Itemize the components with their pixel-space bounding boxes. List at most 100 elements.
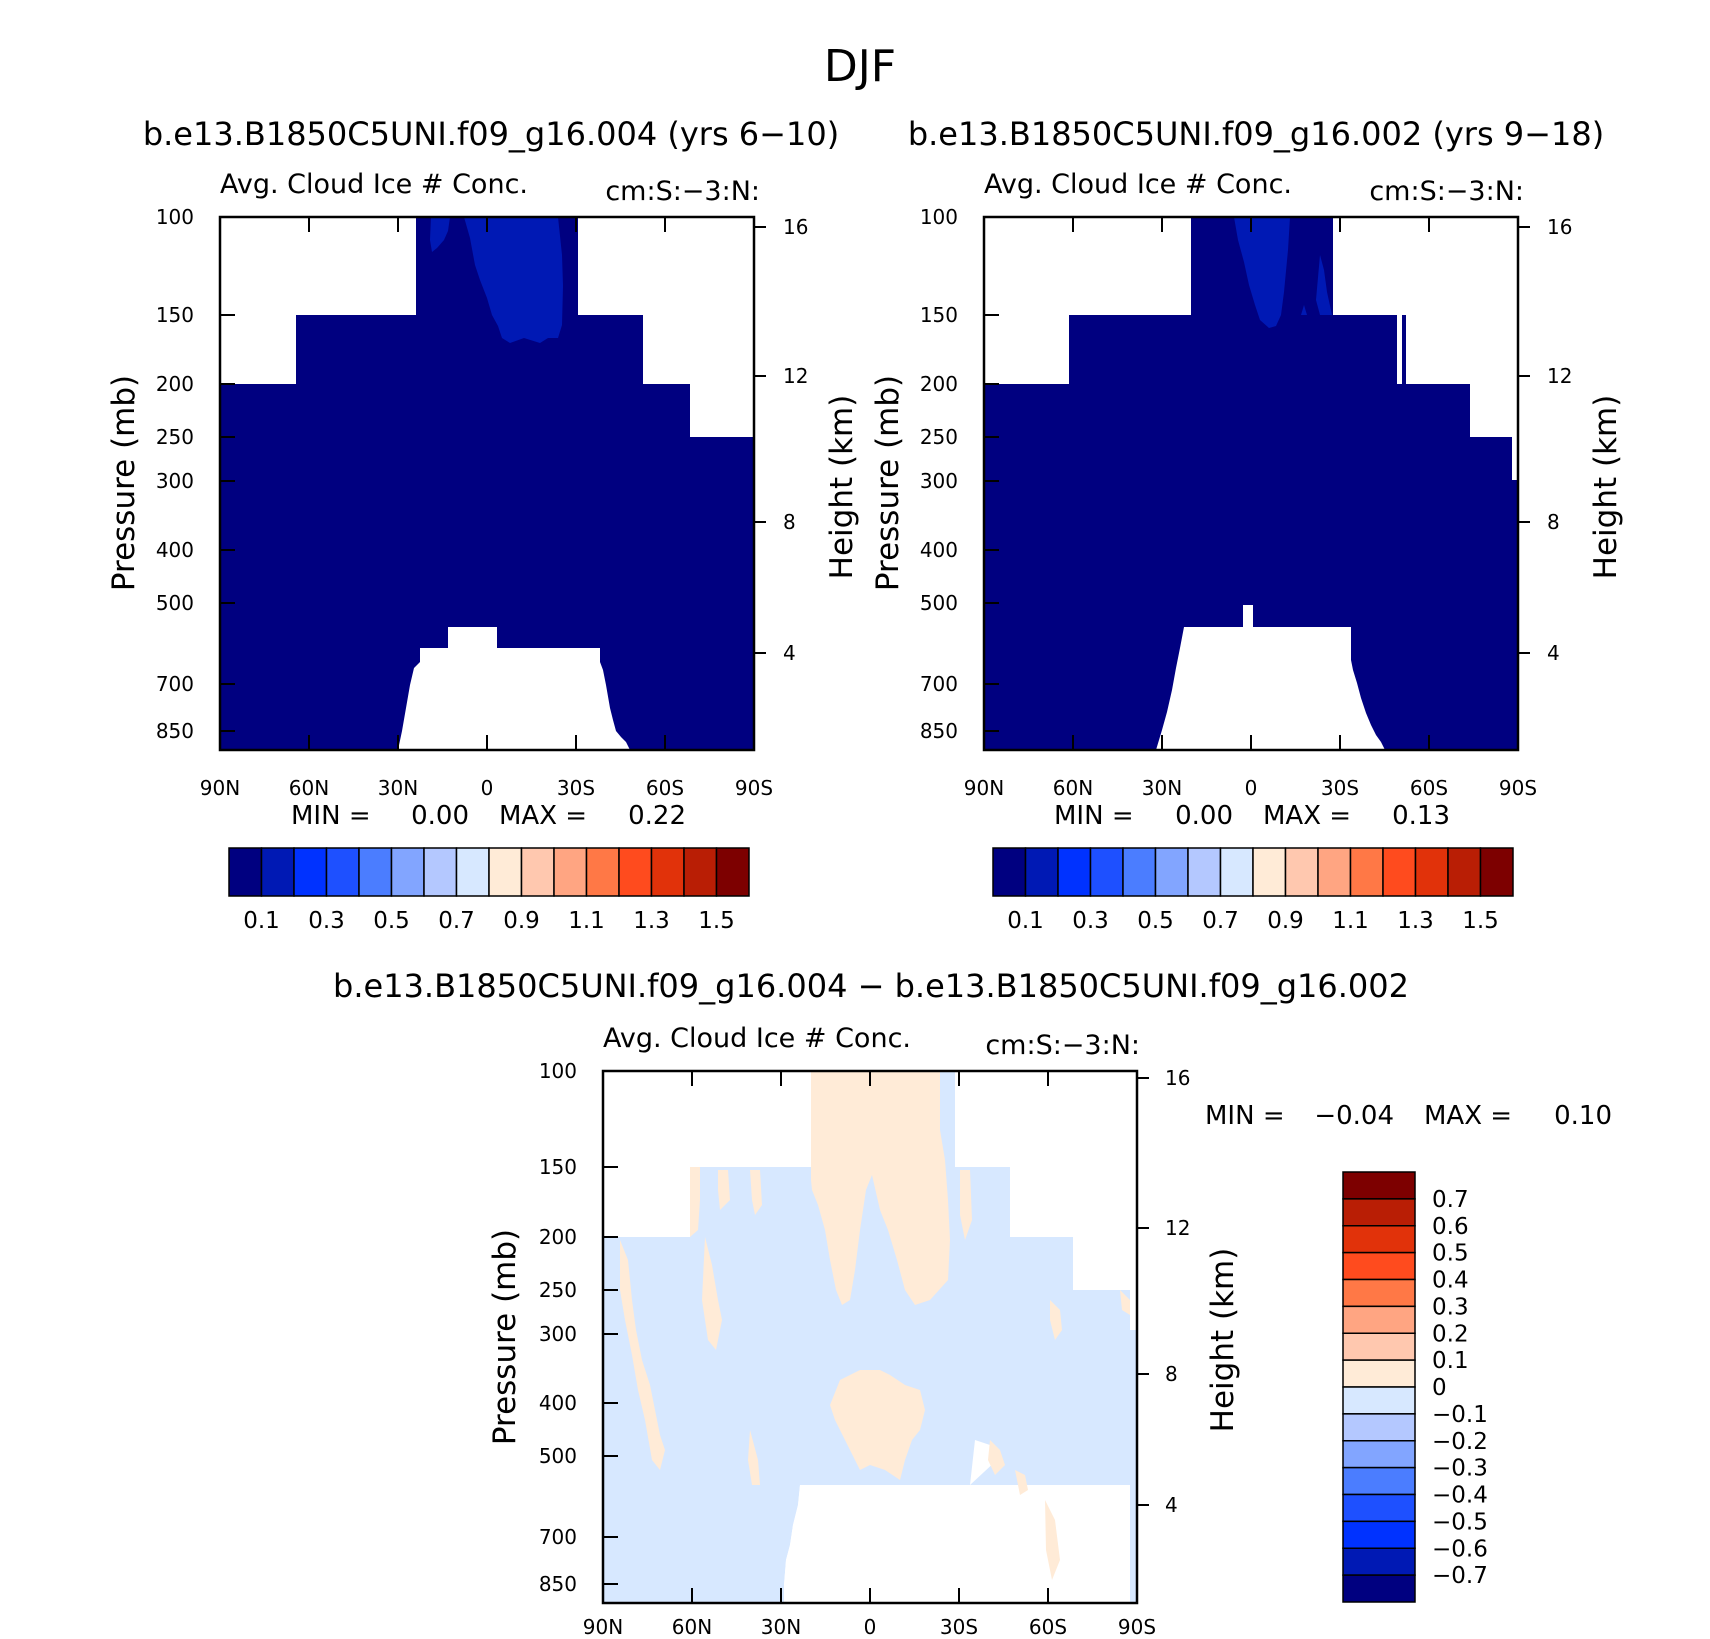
x-tick-label: 30S [1321, 776, 1359, 800]
colorbar-tick-label: −0.1 [1432, 1402, 1488, 1428]
x-tick-label: 30N [378, 776, 418, 800]
x-tick-label: 0 [481, 776, 494, 800]
colorbar-swatch [1342, 1198, 1416, 1227]
colorbar-swatch [228, 847, 263, 897]
colorbar: 0.1 0.3 0.5 0.7 0.9 1.1 1.3 1.5 [992, 847, 1514, 934]
min-value: −0.04 [1314, 1101, 1394, 1131]
y-ticks [603, 1070, 1149, 1585]
colorbar-swatch [1447, 847, 1482, 897]
y-tick-label: 150 [920, 303, 958, 327]
min-label: MIN = [1205, 1101, 1285, 1131]
colorbar-swatch [553, 847, 588, 897]
colorbar-tick-label: −0.4 [1432, 1483, 1488, 1509]
colorbar-tick-label: 0.4 [1432, 1268, 1469, 1294]
colorbar-swatch [1414, 847, 1449, 897]
min-label: MIN = [291, 801, 371, 831]
colorbar-swatch [1342, 1574, 1416, 1603]
x-tick-label: 0 [1245, 776, 1258, 800]
colorbar-swatch [1089, 847, 1124, 897]
y-ticks [984, 216, 1530, 732]
x-tick-label: 60S [646, 776, 684, 800]
min-value: 0.00 [1175, 801, 1233, 831]
colorbar-tick-label: 0.2 [1432, 1321, 1469, 1347]
colorbar: 0.70.60.50.40.30.20.10−0.1−0.2−0.3−0.4−0… [1342, 1171, 1488, 1603]
y-tick-label: 300 [156, 469, 194, 493]
colorbar-tick-label: 0.6 [1432, 1214, 1469, 1240]
colorbar-swatch [1342, 1171, 1416, 1200]
min-value: 0.00 [411, 801, 469, 831]
y-tick-label: 200 [156, 372, 194, 396]
y-tick-label: 700 [920, 672, 958, 696]
y-tick-label: 250 [539, 1278, 577, 1302]
y-axis-label: Pressure (mb) [106, 375, 142, 591]
colorbar-tick-label: 0 [1432, 1375, 1447, 1401]
y-tick-label: 500 [539, 1444, 577, 1468]
y-ticks [220, 216, 766, 732]
y-tick-label: 500 [920, 591, 958, 615]
colorbar-tick-label: 0.5 [1137, 908, 1174, 934]
x-tick-label: 60N [1053, 776, 1093, 800]
x-tick-label: 90N [583, 1615, 623, 1639]
figure-title: DJF [824, 41, 896, 92]
x-tick-label: 30N [761, 1615, 801, 1639]
colorbar-tick-label: 0.5 [1432, 1241, 1469, 1267]
y2-tick-label: 12 [1165, 1216, 1190, 1240]
colorbar-swatch [1342, 1332, 1416, 1361]
colorbar-swatch [1219, 847, 1254, 897]
x-ticks [983, 217, 1519, 750]
variable-label: Avg. Cloud Ice # Conc. [220, 169, 528, 200]
colorbar-swatch [1342, 1251, 1416, 1281]
x-tick-label: 60N [672, 1615, 712, 1639]
colorbar-tick-label: 1.1 [568, 908, 605, 934]
units-label: cm:S:−3:N: [985, 1030, 1140, 1061]
colorbar-swatch [1342, 1466, 1416, 1496]
colorbar-swatch [325, 847, 360, 897]
colorbar-swatch [358, 847, 393, 897]
panel-top-left: b.e13.B1850C5UNI.f09_g16.004 (yrs 6−10) … [106, 115, 860, 934]
colorbar-tick-label: 0.9 [503, 908, 540, 934]
colorbar-tick-label: 0.3 [308, 908, 345, 934]
colorbar-swatch [423, 847, 458, 897]
colorbar-swatch [1382, 847, 1417, 897]
colorbar-tick-label: −0.6 [1432, 1536, 1488, 1562]
colorbar-swatch [1342, 1547, 1416, 1576]
colorbar-swatch [618, 847, 653, 897]
y-tick-label: 100 [156, 205, 194, 229]
y-tick-label: 250 [920, 425, 958, 449]
variable-label: Avg. Cloud Ice # Conc. [603, 1023, 911, 1054]
y2-tick-label: 12 [783, 364, 808, 388]
y2-tick-label: 8 [783, 510, 796, 534]
min-max-stats: MIN = 0.00 MAX = 0.22 [291, 801, 686, 831]
y-tick-label: 300 [539, 1322, 577, 1346]
field-negative-region [603, 1071, 1137, 1603]
colorbar-swatch [293, 847, 328, 897]
colorbar-swatch [488, 847, 523, 897]
y-tick-label: 150 [539, 1155, 577, 1179]
y-tick-label: 700 [539, 1525, 577, 1549]
y2-tick-label: 12 [1547, 364, 1572, 388]
y-tick-label: 850 [539, 1572, 577, 1596]
max-label: MAX = [499, 801, 587, 831]
y-tick-label: 400 [539, 1391, 577, 1415]
y-tick-label: 850 [156, 719, 194, 743]
colorbar-swatch [260, 847, 295, 897]
colorbar-tick-label: 0.3 [1432, 1294, 1469, 1320]
y2-axis-label: Height (km) [824, 395, 860, 580]
colorbar-swatch [683, 847, 718, 897]
panel-title: b.e13.B1850C5UNI.f09_g16.004 − b.e13.B18… [333, 967, 1409, 1005]
min-max-stats: MIN = −0.04 MAX = 0.10 [1205, 1101, 1612, 1131]
x-tick-label: 90S [1499, 776, 1537, 800]
y-tick-label: 100 [539, 1059, 577, 1083]
colorbar-tick-label: 1.1 [1332, 908, 1369, 934]
y-tick-label: 850 [920, 719, 958, 743]
colorbar-swatch [1349, 847, 1384, 897]
colorbar-tick-label: −0.5 [1432, 1509, 1488, 1535]
y-tick-label: 100 [920, 205, 958, 229]
colorbar-tick-label: 1.3 [1397, 908, 1434, 934]
colorbar-swatch [1342, 1386, 1416, 1415]
colorbar-tick-label: 0.7 [1432, 1187, 1469, 1213]
colorbar-tick-label: −0.2 [1432, 1429, 1488, 1455]
y-tick-label: 200 [539, 1225, 577, 1249]
colorbar-swatch [1317, 847, 1352, 897]
colorbar-tick-label: 0.9 [1267, 908, 1304, 934]
